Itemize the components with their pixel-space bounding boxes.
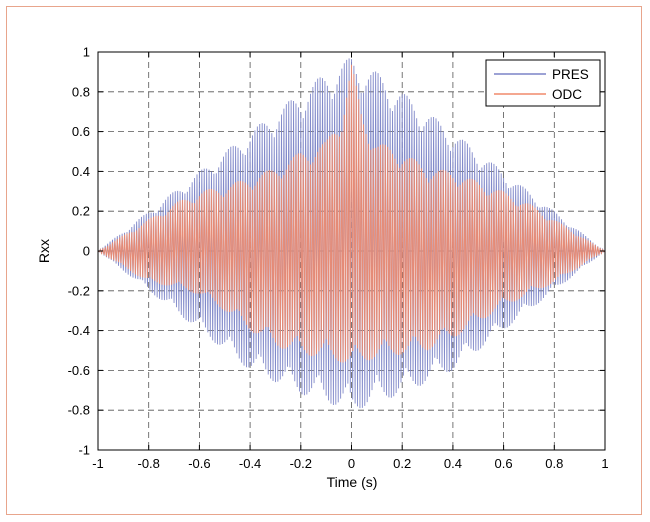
x-tick-label: -1 <box>92 456 104 471</box>
x-tick-label: -0.4 <box>239 456 261 471</box>
y-tick-label: -0.2 <box>68 283 90 298</box>
y-tick-label: -1 <box>78 443 90 458</box>
x-tick-label: -0.6 <box>188 456 210 471</box>
x-tick-label: -0.8 <box>137 456 159 471</box>
legend-box <box>485 59 601 107</box>
y-tick-label: 0.8 <box>72 84 90 99</box>
y-tick-label: 0.6 <box>72 124 90 139</box>
y-tick-label: -0.8 <box>68 403 90 418</box>
y-tick-label: -0.6 <box>68 363 90 378</box>
series-line-odc <box>97 64 606 363</box>
x-tick-label: 0.6 <box>495 456 513 471</box>
x-axis-label: Time (s) <box>327 474 378 490</box>
y-axis-label: Rxx <box>36 239 52 263</box>
legend: PRES ODC <box>485 59 601 107</box>
y-tick-label: 1 <box>83 45 90 60</box>
y-tick-label: 0.4 <box>72 164 90 179</box>
series-line-pres <box>97 58 606 409</box>
y-tick-label: 0.2 <box>72 204 90 219</box>
legend-label-odc: ODC <box>552 87 582 102</box>
x-tick-label: -0.2 <box>290 456 312 471</box>
x-tick-label: 0.8 <box>545 456 563 471</box>
x-tick-label: 0 <box>348 456 355 471</box>
legend-label-pres: PRES <box>552 67 589 82</box>
x-tick-label: 0.2 <box>393 456 411 471</box>
y-tick-label: 0 <box>83 244 90 259</box>
x-tick-label: 0.4 <box>444 456 462 471</box>
y-tick-label: -0.4 <box>68 323 90 338</box>
x-tick-label: 1 <box>601 456 608 471</box>
